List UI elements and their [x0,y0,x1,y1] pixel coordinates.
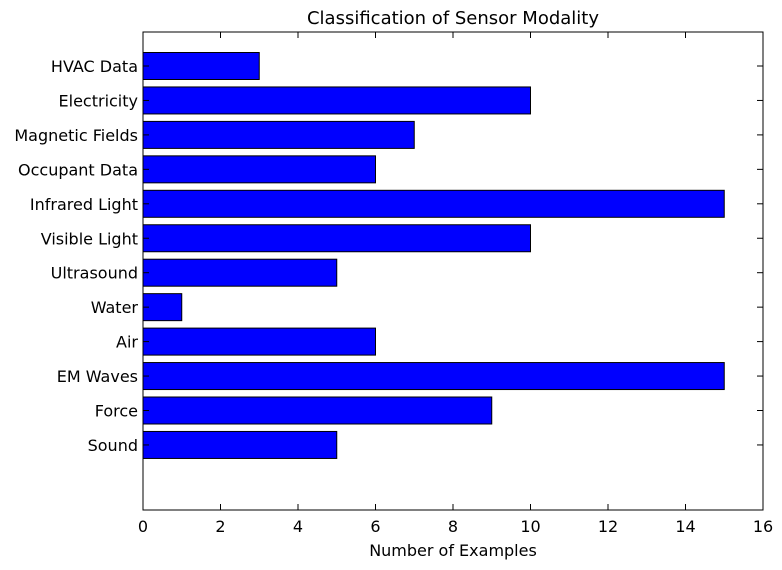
y-tick-label: Force [95,402,138,421]
plot-frame [142,31,764,511]
y-tick-label: Occupant Data [18,160,138,179]
y-ticks-group: Sound Force EM Waves Air Water Ultrasound Visi… [14,57,763,455]
y-tick-label: Air [116,333,138,352]
x-tick-label: 8 [448,517,458,536]
y-tick-label: HVAC Data [51,57,138,76]
x-tick-label: 4 [293,517,303,536]
y-tick-label: Magnetic Fields [14,126,138,145]
x-tick-label: 0 [138,517,148,536]
x-tick-label: 16 [753,517,773,536]
chart-title: Classification of Sensor Modality [307,8,599,29]
x-tick-label: 10 [520,517,540,536]
y-tick-label: Water [91,298,139,317]
x-tick-label: 12 [598,517,618,536]
bar-ultrasound [142,258,338,287]
y-tick-label: Visible Light [41,229,138,248]
bar-infrared-light [142,189,725,218]
x-tick-label: 14 [675,517,695,536]
y-tick-label: Infrared Light [30,195,138,214]
bar-em-waves [142,362,725,391]
x-tick-label: 2 [215,517,225,536]
bar-electricity [142,86,531,115]
bar-magnetic-fields [142,120,415,149]
bar-visible-light [142,224,531,253]
y-tick-label: Electricity [59,91,138,110]
bars-group [142,52,725,459]
x-tick-label: 6 [370,517,380,536]
y-tick-label: Ultrasound [51,264,138,283]
x-axis-label: Number of Examples [369,541,537,560]
y-tick-label: Sound [88,436,138,455]
bar-air [142,327,376,356]
bar-occupant-data [142,155,376,184]
bar-hvac-data [142,52,260,80]
bar-sound [142,430,338,459]
bar-force [142,396,493,425]
y-tick-label: EM Waves [57,367,138,386]
x-ticks-group: 0 2 4 6 8 10 12 14 16 [138,32,773,536]
